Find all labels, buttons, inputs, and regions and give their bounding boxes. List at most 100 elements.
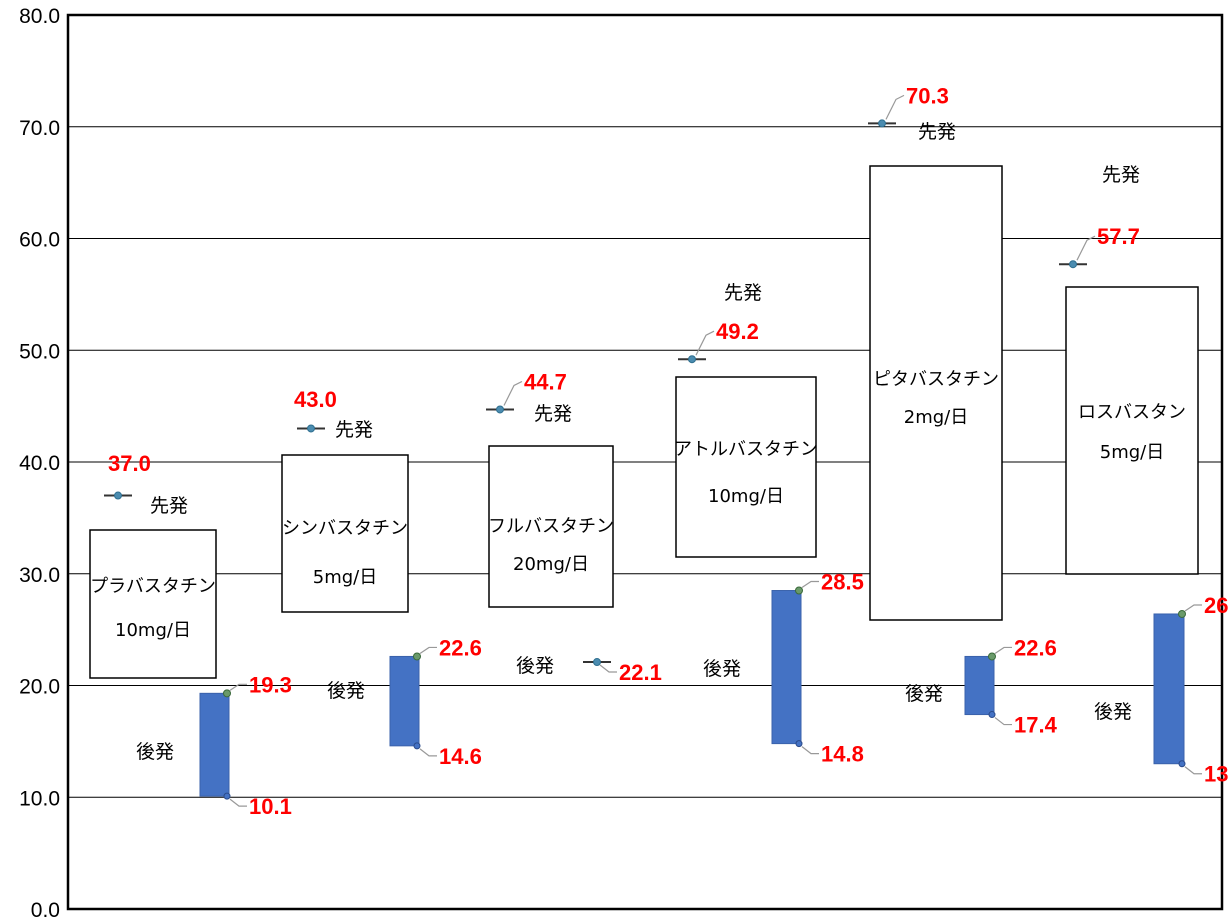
brand-value-label: 57.7: [1097, 224, 1140, 249]
generic-leader: [599, 664, 617, 673]
drug-name: アトルバスタチン: [674, 439, 818, 460]
generic-series-label: 後発: [1094, 701, 1132, 723]
gridlines: [66, 13, 1224, 911]
generic-value-label: 22.1: [619, 660, 662, 685]
drug-dose: 20mg/日: [513, 554, 589, 575]
brand-leader-line: [503, 380, 523, 406]
brand-value-label: 44.7: [524, 369, 567, 394]
generic-low-label: 14.8: [821, 742, 864, 767]
generic-range-bar: [199, 692, 230, 797]
drug-dose: 5mg/日: [1100, 442, 1164, 463]
generic-high-point: [795, 586, 803, 595]
generic-low-point: [413, 742, 421, 750]
generic-low-label: 10.1: [249, 794, 292, 819]
brand-series-label: 先発: [1102, 164, 1140, 186]
generic-range-bar: [1153, 613, 1185, 765]
drug-dose: 2mg/日: [904, 407, 968, 428]
brand-series-label: 先発: [150, 495, 188, 517]
generic-high-point: [1178, 609, 1186, 618]
y-tick-label: 10.0: [19, 787, 60, 810]
annotations: 37.0 先発 19.3 10.1 後発 43.0 先発 22.6 14.6 後発 44.7 先発 22…: [108, 83, 1229, 819]
brand-marker-point: [878, 119, 886, 128]
brand-marker-point: [1069, 260, 1077, 269]
generic-series-label: 後発: [136, 741, 174, 763]
y-tick-label: 80.0: [19, 5, 60, 28]
generic-range-bar: [771, 590, 802, 745]
generic-low-leader: [229, 798, 247, 807]
brand-series-label: 先発: [918, 121, 956, 143]
brand-marker-point: [114, 491, 122, 500]
generic-high-label: 22.6: [439, 635, 482, 660]
generic-series-label: 後発: [327, 680, 365, 702]
brand-leader-line: [885, 94, 905, 120]
generic-high-leader: [229, 683, 247, 691]
drug-dose: 5mg/日: [313, 567, 377, 588]
generic-high-leader: [994, 646, 1012, 654]
generic-series-label: 後発: [905, 683, 943, 705]
generic-low-point: [988, 711, 996, 719]
generic-series-label: 後発: [703, 658, 741, 680]
drug-name: ピタバスタチン: [873, 369, 999, 390]
y-tick-label: 50.0: [19, 340, 60, 363]
generic-high-label: 22.6: [1014, 635, 1057, 660]
generic-low-label: 17.4: [1014, 713, 1058, 738]
generic-range-bar: [389, 655, 420, 747]
generic-low-label: 14.6: [439, 744, 482, 769]
generic-low-leader: [1184, 766, 1202, 775]
drug-label-boxes: プラバスタチン10mg/日シンバスタチン5mg/日フルバスタチン20mg/日アト…: [89, 165, 1199, 679]
drug-dose: 10mg/日: [115, 620, 191, 641]
generic-high-label: 26.4: [1204, 593, 1229, 618]
generic-high-leader: [1184, 604, 1202, 612]
drug-name: プラバスタチン: [90, 576, 216, 597]
generic-high-point: [413, 652, 421, 661]
y-tick-label: 0.0: [31, 899, 60, 920]
drug-box: [281, 454, 409, 613]
generic-low-point: [223, 792, 231, 800]
y-tick-label: 40.0: [19, 452, 60, 475]
drug-box: [1065, 286, 1199, 575]
drug-box: [869, 165, 1003, 621]
brand-leader-line: [1076, 235, 1096, 261]
generic-high-leader: [801, 580, 819, 589]
generic-series-label: 後発: [516, 655, 554, 677]
brand-series-label: 先発: [724, 282, 762, 304]
generic-range-bars: [199, 580, 1202, 807]
generic-high-leader: [419, 646, 437, 654]
drug-name: シンバスタチン: [282, 518, 408, 539]
y-tick-label: 70.0: [19, 117, 60, 140]
brand-value-label: 43.0: [294, 387, 337, 412]
brand-value-label: 70.3: [906, 83, 949, 108]
generic-low-point: [795, 740, 803, 748]
generic-high-label: 19.3: [249, 672, 292, 697]
brand-value-label: 37.0: [108, 451, 151, 476]
y-tick-label: 30.0: [19, 564, 60, 587]
generic-high-label: 28.5: [821, 570, 864, 595]
generic-low-label: 13.0: [1204, 762, 1229, 787]
y-axis: 0.0 10.0 20.0 30.0 40.0 50.0 60.0 70.0 80.0: [19, 5, 60, 920]
generic-range-bar: [964, 655, 995, 716]
y-tick-label: 20.0: [19, 676, 60, 699]
plot-frame: [66, 13, 1224, 911]
drug-dose: 10mg/日: [708, 486, 784, 507]
generic-low-leader: [994, 717, 1012, 726]
drug-name: ロスバスタン: [1078, 402, 1186, 423]
drug-box: [675, 376, 817, 558]
brand-series-label: 先発: [335, 419, 373, 441]
generic-low-leader: [801, 746, 819, 755]
brand-marker-point: [496, 405, 504, 414]
brand-marker-point: [688, 355, 696, 364]
brand-value-label: 49.2: [716, 319, 759, 344]
drug-box: [89, 529, 217, 679]
generic-low-leader: [419, 748, 437, 757]
generic-low-point: [1178, 760, 1186, 768]
generic-high-point: [988, 652, 996, 661]
y-tick-label: 60.0: [19, 229, 60, 252]
brand-markers: [104, 94, 1096, 500]
drug-name: フルバスタチン: [488, 516, 614, 537]
brand-series-label: 先発: [534, 403, 572, 425]
brand-marker-point: [307, 424, 315, 433]
generic-high-point: [223, 689, 231, 698]
brand-leader-line: [695, 330, 715, 356]
generic-marker-point: [593, 658, 601, 667]
